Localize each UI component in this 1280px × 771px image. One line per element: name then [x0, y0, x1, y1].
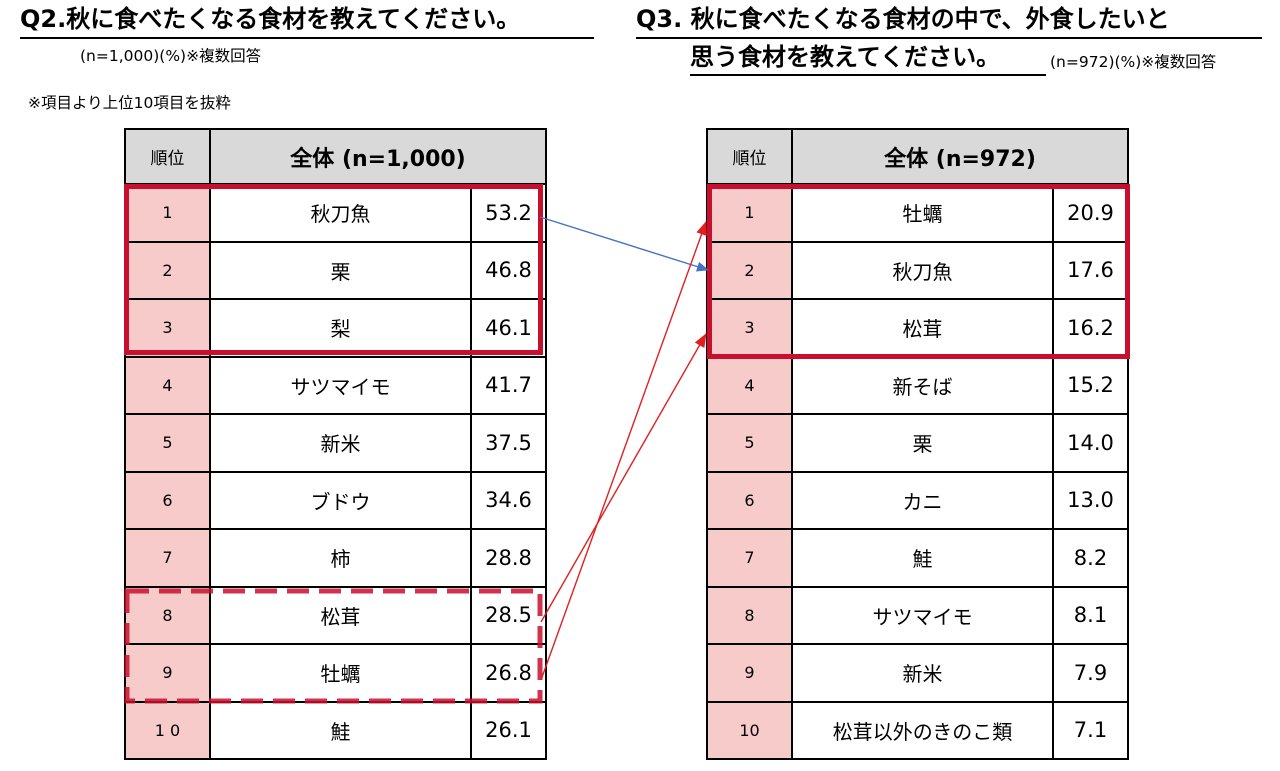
- rank-cell: 8: [124, 585, 211, 645]
- rank-cell: 7: [124, 528, 211, 588]
- right-header-total: 全体 (n=972): [790, 128, 1130, 185]
- left-ranking-table: 順位 全体 (n=1,000) 1 秋刀魚 53.2 2 栗 46.8 3 梨 46.1 4…: [124, 128, 548, 760]
- left-header-rank: 順位: [124, 128, 211, 185]
- item-cell: 鮭: [791, 528, 1054, 588]
- item-cell: 新そば: [791, 355, 1054, 415]
- rank-cell: 8: [706, 585, 793, 645]
- item-cell: サツマイモ: [791, 585, 1054, 645]
- table-row: 9 牡蠣 26.8: [124, 643, 548, 703]
- table-row: 4 サツマイモ 41.7: [124, 355, 548, 415]
- table-row: 3 梨 46.1: [124, 298, 548, 358]
- left-title: Q2.秋に食べたくなる食材を教えてください。: [20, 5, 521, 33]
- table-row: 9 新米 7.9: [706, 643, 1130, 703]
- matsutake-link-arrow: [540, 333, 707, 623]
- left-top3-highlight-box: [124, 184, 543, 355]
- value-cell: 28.5: [469, 585, 548, 645]
- oyster-link-arrow: [540, 221, 707, 681]
- table-row: 5 新米 37.5: [124, 413, 548, 473]
- item-cell: 牡蠣: [209, 643, 472, 703]
- value-cell: 46.8: [469, 240, 548, 300]
- item-cell: 松茸以外のきのこ類: [791, 700, 1054, 760]
- value-cell: 7.9: [1051, 643, 1130, 703]
- item-cell: 梨: [209, 298, 472, 358]
- item-cell: 松茸: [209, 585, 472, 645]
- rank-cell: 6: [124, 470, 211, 530]
- table-row: 5 栗 14.0: [706, 413, 1130, 473]
- value-cell: 37.5: [469, 413, 548, 473]
- table-row: 8 サツマイモ 8.1: [706, 585, 1130, 645]
- table-row: 7 鮭 8.2: [706, 528, 1130, 588]
- value-cell: 26.1: [469, 700, 548, 760]
- value-cell: 20.9: [1051, 183, 1130, 243]
- table-row: 4 新そば 15.2: [706, 355, 1130, 415]
- item-cell: 栗: [791, 413, 1054, 473]
- value-cell: 8.1: [1051, 585, 1130, 645]
- item-cell: 新米: [209, 413, 472, 473]
- rank-cell: 9: [706, 643, 793, 703]
- rank-cell: 6: [706, 470, 793, 530]
- item-cell: サツマイモ: [209, 355, 472, 415]
- value-cell: 41.7: [469, 355, 548, 415]
- value-cell: 15.2: [1051, 355, 1130, 415]
- item-cell: カニ: [791, 470, 1054, 530]
- value-cell: 28.8: [469, 528, 548, 588]
- left-header-total: 全体 (n=1,000): [208, 128, 548, 185]
- rank-cell: 4: [124, 355, 211, 415]
- table-row: 3 松茸 16.2: [706, 298, 1130, 358]
- rank-cell: 1 0: [124, 700, 211, 760]
- value-cell: 26.8: [469, 643, 548, 703]
- value-cell: 8.2: [1051, 528, 1130, 588]
- table-row: 2 栗 46.8: [124, 240, 548, 300]
- rank-cell: 3: [706, 298, 793, 358]
- right-header-rank: 順位: [706, 128, 793, 185]
- right-sample-note: (n=972)(%)※複数回答: [1050, 53, 1217, 71]
- rank-cell: 1: [124, 183, 211, 243]
- left-title-underline: [20, 37, 594, 39]
- sanma-link-arrow: [539, 216, 709, 272]
- rank-cell: 2: [124, 240, 211, 300]
- item-cell: ブドウ: [209, 470, 472, 530]
- rank-cell: 5: [706, 413, 793, 473]
- right-ranking-table: 順位 全体 (n=972) 1 牡蠣 20.9 2 秋刀魚 17.6 3 松茸 16.2 4…: [706, 128, 1130, 760]
- table-row: 6 カニ 13.0: [706, 470, 1130, 530]
- table-row: 2 秋刀魚 17.6: [706, 240, 1130, 300]
- item-cell: 秋刀魚: [791, 240, 1054, 300]
- item-cell: 秋刀魚: [209, 183, 472, 243]
- left-sample-note: (n=1,000)(%)※複数回答: [80, 47, 262, 65]
- right-title-line2: 思う食材を教えてください。: [690, 43, 1001, 71]
- right-title-underline1: [636, 37, 1262, 39]
- value-cell: 46.1: [469, 298, 548, 358]
- table-row: 1 0 鮭 26.1: [124, 700, 548, 760]
- rank-cell: 5: [124, 413, 211, 473]
- right-title-underline2: [690, 74, 1046, 76]
- rank-cell: 1: [706, 183, 793, 243]
- item-cell: 栗: [209, 240, 472, 300]
- table-row: 8 松茸 28.5: [124, 585, 548, 645]
- table-row: 1 秋刀魚 53.2: [124, 183, 548, 243]
- rank-cell: 7: [706, 528, 793, 588]
- table-row: 6 ブドウ 34.6: [124, 470, 548, 530]
- value-cell: 13.0: [1051, 470, 1130, 530]
- item-cell: 新米: [791, 643, 1054, 703]
- rank-cell: 3: [124, 298, 211, 358]
- value-cell: 34.6: [469, 470, 548, 530]
- table-row: 10 松茸以外のきのこ類 7.1: [706, 700, 1130, 760]
- item-cell: 松茸: [791, 298, 1054, 358]
- value-cell: 14.0: [1051, 413, 1130, 473]
- item-cell: 柿: [209, 528, 472, 588]
- extract-note: ※項目より上位10項目を抜粋: [28, 94, 231, 112]
- right-top3-highlight-box: [707, 184, 1130, 359]
- table-row: 7 柿 28.8: [124, 528, 548, 588]
- value-cell: 7.1: [1051, 700, 1130, 760]
- left-rank8-9-dashed-box: [124, 588, 543, 704]
- rank-cell: 10: [706, 700, 793, 760]
- right-title-line1: Q3. 秋に食べたくなる食材の中で、外食したいと: [636, 5, 1170, 33]
